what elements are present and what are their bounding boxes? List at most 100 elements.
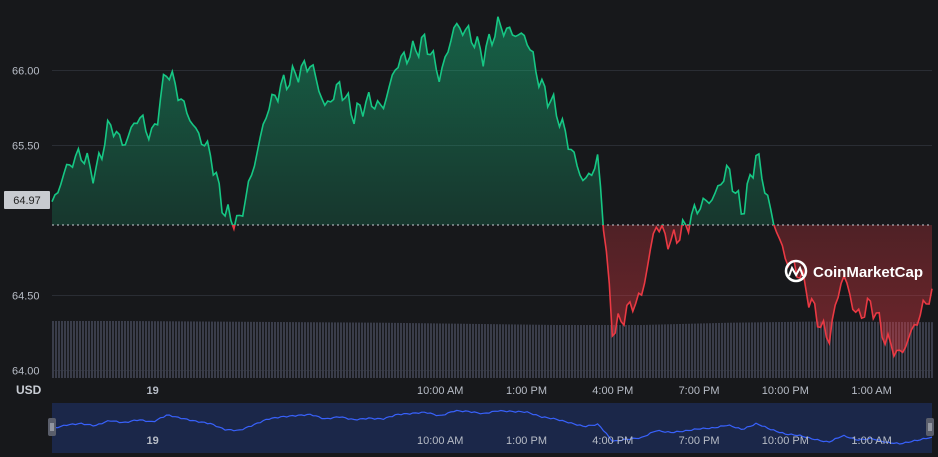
- volume-bar: [838, 321, 840, 378]
- volume-bar: [676, 324, 678, 378]
- navigator-left-handle[interactable]: [48, 418, 56, 436]
- volume-bar: [550, 324, 552, 378]
- volume-bar: [811, 321, 813, 378]
- volume-bar: [469, 323, 471, 378]
- volume-bar: [247, 321, 249, 378]
- x-tick-label: 1:00 PM: [506, 385, 547, 397]
- volume-bar: [781, 322, 783, 378]
- volume-bar: [286, 322, 288, 378]
- volume-bar: [427, 323, 429, 378]
- volume-bar: [646, 324, 648, 378]
- volume-bar: [691, 323, 693, 378]
- volume-bar: [826, 321, 828, 378]
- volume-bar: [769, 322, 771, 378]
- volume-bar: [490, 324, 492, 378]
- volume-bar: [328, 322, 330, 378]
- volume-bar: [487, 324, 489, 378]
- volume-bar: [442, 323, 444, 378]
- volume-bar: [100, 321, 102, 378]
- volume-bar: [598, 324, 600, 378]
- volume-bar: [151, 321, 153, 378]
- volume-bar: [865, 321, 867, 378]
- volume-bar: [541, 324, 543, 378]
- volume-bar: [661, 324, 663, 378]
- x-tick-label: 10:00 PM: [762, 385, 809, 397]
- volume-bar: [880, 321, 882, 378]
- navigator[interactable]: 19 10:00 AM 1:00 PM 4:00 PM 7:00 PM 10:00 PM 1…: [48, 403, 934, 453]
- navigator-tick-label: 10:00 AM: [417, 435, 463, 447]
- volume-bar: [391, 322, 393, 378]
- volume-bar: [385, 322, 387, 378]
- volume-bar: [622, 324, 624, 378]
- volume-bar: [76, 321, 78, 378]
- volume-bar: [394, 322, 396, 378]
- volume-bar: [211, 321, 213, 378]
- volume-bar: [310, 322, 312, 378]
- volume-bar: [877, 321, 879, 378]
- volume-bar: [790, 321, 792, 378]
- volume-bars: [52, 321, 933, 378]
- volume-bar: [484, 324, 486, 378]
- volume-bar: [133, 321, 135, 378]
- volume-bar: [871, 321, 873, 378]
- volume-bar: [163, 321, 165, 378]
- volume-bar: [103, 321, 105, 378]
- volume-bar: [265, 321, 267, 378]
- volume-bar: [667, 324, 669, 378]
- volume-bar: [439, 323, 441, 378]
- volume-bar: [739, 322, 741, 378]
- volume-bar: [139, 321, 141, 378]
- volume-bar: [523, 324, 525, 378]
- volume-bar: [55, 321, 57, 378]
- price-area-up: [52, 16, 932, 225]
- volume-bar: [367, 322, 369, 378]
- volume-bar: [649, 324, 651, 378]
- volume-bar: [682, 323, 684, 378]
- volume-bar: [463, 323, 465, 378]
- y-tick-label: 66.00: [12, 66, 40, 78]
- volume-bar: [220, 321, 222, 378]
- volume-bar: [466, 323, 468, 378]
- volume-bar: [565, 324, 567, 378]
- volume-bar: [283, 322, 285, 378]
- volume-bar: [916, 322, 918, 378]
- watermark-text: CoinMarketCap: [813, 264, 923, 281]
- volume-bar: [289, 322, 291, 378]
- volume-bar: [784, 321, 786, 378]
- volume-bar: [910, 322, 912, 378]
- volume-bar: [520, 324, 522, 378]
- volume-bar: [118, 321, 120, 378]
- volume-bar: [301, 322, 303, 378]
- volume-bar: [319, 322, 321, 378]
- volume-bar: [253, 321, 255, 378]
- volume-bar: [388, 322, 390, 378]
- x-tick-label: 10:00 AM: [417, 385, 463, 397]
- volume-bar: [316, 322, 318, 378]
- volume-bar: [205, 321, 207, 378]
- volume-bar: [793, 321, 795, 378]
- volume-bar: [343, 322, 345, 378]
- volume-bar: [499, 324, 501, 378]
- volume-bar: [700, 323, 702, 378]
- volume-bar: [613, 324, 615, 378]
- volume-bar: [481, 324, 483, 378]
- volume-bar: [406, 323, 408, 378]
- price-areas: [52, 16, 932, 357]
- volume-bar: [580, 324, 582, 378]
- volume-bar: [928, 322, 930, 378]
- volume-bar: [703, 323, 705, 378]
- navigator-right-handle[interactable]: [926, 418, 934, 436]
- volume-bar: [73, 321, 75, 378]
- volume-bar: [808, 321, 810, 378]
- volume-bar: [778, 322, 780, 378]
- volume-bar: [799, 321, 801, 378]
- volume-bar: [352, 322, 354, 378]
- volume-bar: [472, 323, 474, 378]
- volume-bar: [193, 321, 195, 378]
- volume-bar: [655, 324, 657, 378]
- volume-bar: [364, 322, 366, 378]
- volume-bar: [904, 322, 906, 378]
- volume-bar: [79, 321, 81, 378]
- volume-bar: [601, 324, 603, 378]
- volume-bar: [643, 324, 645, 378]
